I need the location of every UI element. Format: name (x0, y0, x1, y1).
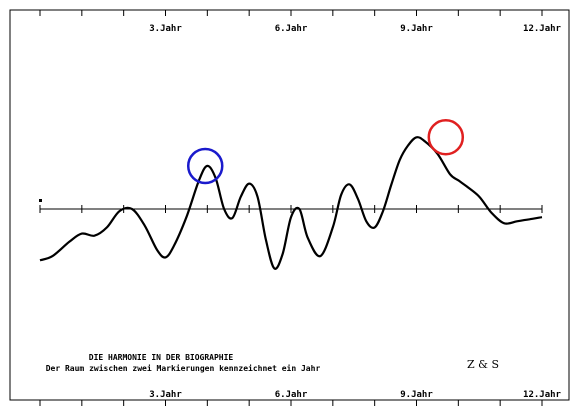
bottom-tick-label: 9.Jahr (400, 390, 433, 400)
top-tick-label: 9.Jahr (400, 24, 433, 34)
caption-title: DIE HARMONIE IN DER BIOGRAPHIE (89, 353, 234, 362)
top-tick-label: 12.Jahr (523, 24, 562, 34)
series-layer (39, 136, 543, 270)
bottom-tick-label: 12.Jahr (523, 390, 562, 400)
caption-subtitle: Der Raum zwischen zwei Markierungen kenn… (46, 363, 321, 373)
top-tick-marks (39, 10, 543, 16)
top-tick-label: 6.Jahr (275, 24, 308, 34)
marker-layer (186, 119, 465, 185)
signature: Z & S (467, 358, 499, 371)
frame-border (9, 9, 570, 401)
bottom-tick-label: 6.Jahr (275, 390, 308, 400)
highlight-circle (427, 119, 465, 156)
axis-tick-marks (39, 199, 543, 213)
bottom-tick-label: 3.Jahr (149, 390, 182, 400)
baseline-origin-mark (39, 199, 42, 202)
top-tick-labels: 3.Jahr 6.Jahr 9.Jahr 12.Jahr (149, 24, 561, 34)
highlight-circle (186, 147, 224, 185)
top-tick-label: 3.Jahr (149, 24, 182, 34)
bottom-tick-marks (39, 400, 543, 406)
series-line (39, 136, 543, 270)
bottom-tick-labels: 3.Jahr 6.Jahr 9.Jahr 12.Jahr (149, 390, 561, 400)
